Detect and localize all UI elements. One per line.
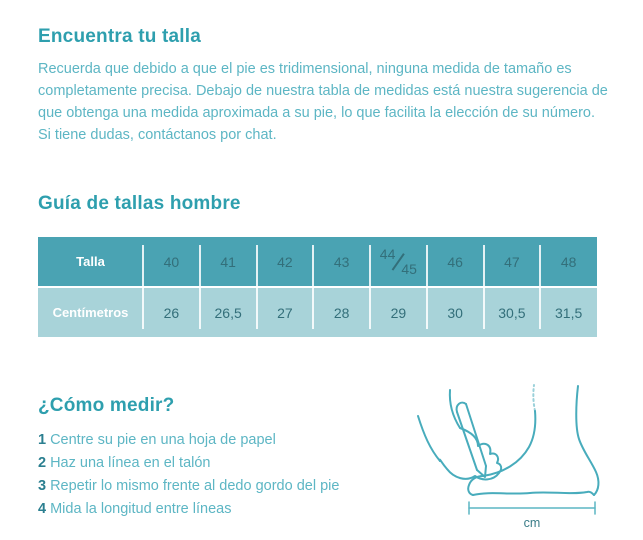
arm-line bbox=[417, 415, 441, 462]
size-44: 44 bbox=[379, 245, 396, 262]
pencil-body bbox=[465, 403, 487, 467]
intro-paragraph: Recuerda que debido a que el pie es trid… bbox=[38, 58, 623, 146]
cm-cell: 29 bbox=[369, 288, 427, 337]
intro-line: que obtenga una medida aproximada a su p… bbox=[38, 105, 596, 121]
cm-cell: 26,5 bbox=[198, 288, 257, 337]
pencil-body bbox=[456, 411, 478, 471]
size-cell: 42 bbox=[255, 237, 314, 286]
cm-cell: 27 bbox=[255, 288, 314, 337]
how-to-heading: ¿Cómo medir? bbox=[38, 395, 175, 416]
shin-line bbox=[532, 384, 536, 412]
cm-row-label: Centímetros bbox=[38, 288, 143, 337]
step-item: 1 Centre su pie en una hoja de papel bbox=[38, 432, 276, 448]
intro-line: completamente precisa. Debajo de nuestra… bbox=[38, 83, 608, 99]
heel-outline bbox=[575, 385, 600, 496]
step-item: 2 Haz una línea en el talón bbox=[38, 455, 211, 471]
size-cell: 46 bbox=[425, 237, 484, 286]
size-cell: 43 bbox=[312, 237, 370, 286]
foot-measurement-illustration: cm bbox=[417, 384, 600, 530]
size-45: 45 bbox=[401, 260, 417, 277]
cm-cell: 26 bbox=[142, 288, 200, 337]
cm-cell: 31,5 bbox=[539, 288, 597, 337]
intro-line: Si tiene dudas, contáctanos por chat. bbox=[38, 127, 277, 143]
pencil-tip bbox=[476, 465, 487, 478]
arm-line bbox=[448, 389, 461, 429]
step-item: 3 Repetir lo mismo frente al dedo gordo d… bbox=[38, 478, 340, 494]
size-row-label: Talla bbox=[38, 237, 143, 286]
measure-steps: 1 Centre su pie en una hoja de papel 2 Haz… bbox=[38, 429, 339, 521]
step-item: 4 Mida la longitud entre líneas bbox=[38, 501, 232, 517]
size-cell: 40 bbox=[142, 237, 200, 286]
pencil-cap bbox=[455, 401, 467, 413]
size-cell-44-45: 44 45 bbox=[369, 237, 427, 286]
toe-outline bbox=[467, 475, 484, 496]
sole-line bbox=[472, 490, 595, 496]
instep-line bbox=[482, 410, 537, 477]
intro-line: Recuerda que debido a que el pie es trid… bbox=[38, 61, 572, 77]
cm-cell: 30 bbox=[425, 288, 484, 337]
cm-cell: 28 bbox=[312, 288, 370, 337]
cm-cell: 30,5 bbox=[482, 288, 541, 337]
size-table: Talla 40 41 42 43 44 45 46 47 48 Centíme… bbox=[38, 237, 597, 337]
size-guide-heading: Guía de tallas hombre bbox=[38, 193, 241, 214]
page-title: Encuentra tu talla bbox=[38, 26, 202, 47]
size-cell: 48 bbox=[539, 237, 597, 286]
cm-label: cm bbox=[524, 516, 541, 530]
size-cell: 41 bbox=[198, 237, 257, 286]
size-cell: 47 bbox=[482, 237, 541, 286]
